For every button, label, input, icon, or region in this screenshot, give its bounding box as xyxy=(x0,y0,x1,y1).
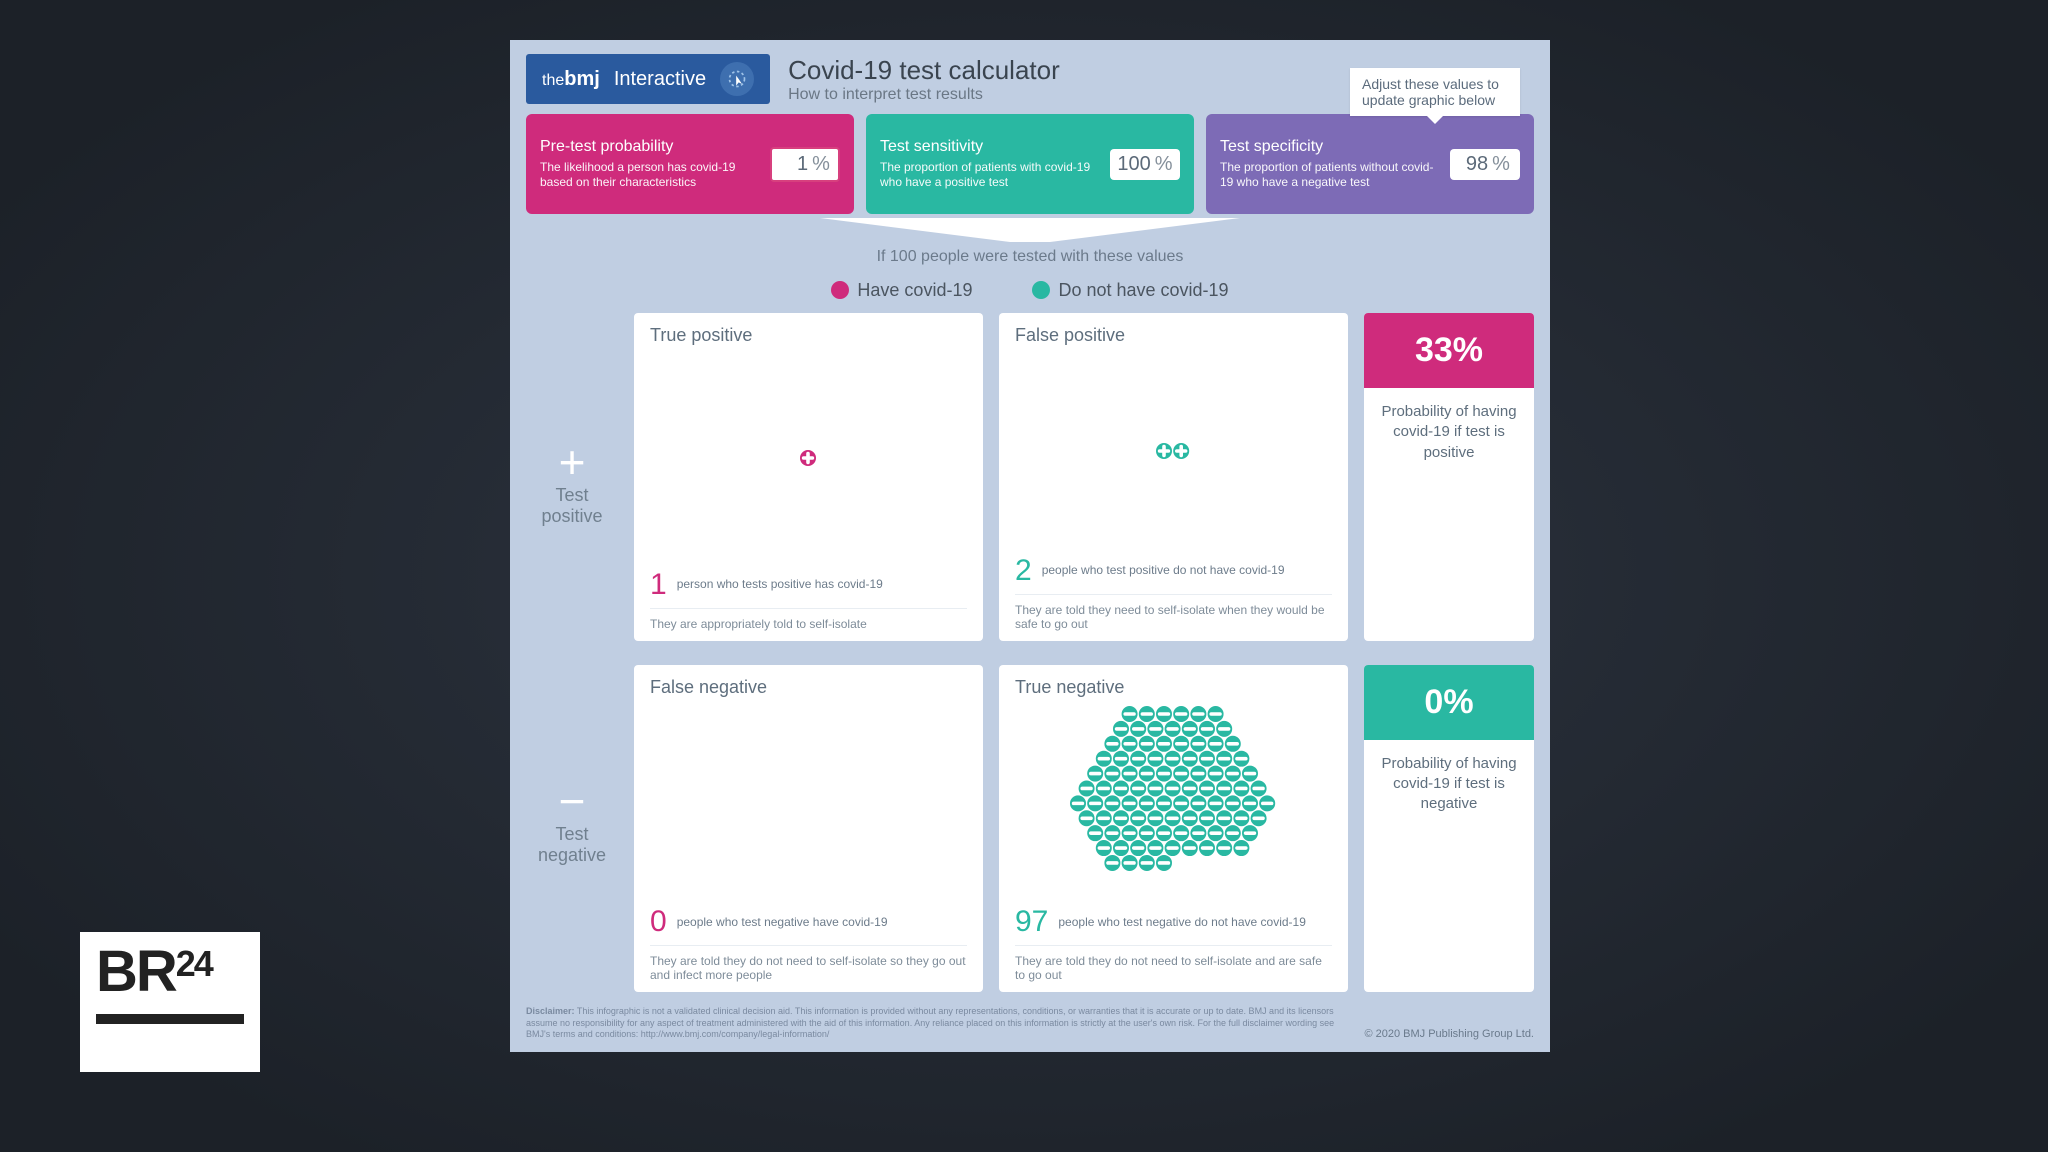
disclaimer-text: Disclaimer: This infographic is not a va… xyxy=(526,1006,1344,1040)
false-positive-cell: False positive 2people who test positive… xyxy=(999,313,1348,641)
sensitivity-card: Test sensitivity The proportion of patie… xyxy=(866,114,1194,214)
page-subtitle: How to interpret test results xyxy=(788,86,1060,104)
sensitivity-desc: The proportion of patients with covid-19… xyxy=(880,160,1100,190)
specificity-desc: The proportion of patients without covid… xyxy=(1220,160,1440,190)
false-positive-icons xyxy=(1015,352,1332,550)
true-positive-cell: True positive 1person who tests positive… xyxy=(634,313,983,641)
pretest-title: Pre-test probability xyxy=(540,138,760,156)
sensitivity-title: Test sensitivity xyxy=(880,138,1100,156)
pretest-desc: The likelihood a person has covid-19 bas… xyxy=(540,160,760,190)
pointer-icon xyxy=(720,62,754,96)
pretest-input[interactable]: 1% xyxy=(770,147,840,182)
legend-nothave-dot xyxy=(1032,281,1050,299)
result-negative: 0% Probability of having covid-19 if tes… xyxy=(1364,665,1534,993)
specificity-card: Test specificity The proportion of patie… xyxy=(1206,114,1534,214)
true-positive-icons xyxy=(650,352,967,564)
legend: Have covid-19 Do not have covid-19 xyxy=(526,280,1534,301)
if-100-label: If 100 people were tested with these val… xyxy=(526,248,1534,266)
row-positive-label: + Testpositive xyxy=(526,313,618,653)
calculator-card: Adjust these values to update graphic be… xyxy=(510,40,1550,1052)
page-title: Covid-19 test calculator xyxy=(788,55,1060,86)
row-negative-label: − Testnegative xyxy=(526,653,618,993)
specificity-input[interactable]: 98% xyxy=(1450,149,1520,180)
specificity-title: Test specificity xyxy=(1220,138,1440,156)
funnel-icon xyxy=(820,218,1240,242)
sensitivity-input[interactable]: 100% xyxy=(1110,149,1180,180)
br24-logo: BR24 xyxy=(80,932,260,1072)
false-negative-cell: False negative 0people who test negative… xyxy=(634,665,983,993)
true-negative-icons xyxy=(1015,704,1332,902)
bmj-badge: thebmj Interactive xyxy=(526,54,770,104)
result-positive: 33% Probability of having covid-19 if te… xyxy=(1364,313,1534,641)
adjust-tooltip: Adjust these values to update graphic be… xyxy=(1350,68,1520,116)
pretest-card: Pre-test probability The likelihood a pe… xyxy=(526,114,854,214)
legend-have-dot xyxy=(831,281,849,299)
false-negative-icons xyxy=(650,704,967,902)
true-negative-cell: True negative 97people who test negative… xyxy=(999,665,1348,993)
copyright: © 2020 BMJ Publishing Group Ltd. xyxy=(1364,1028,1534,1040)
